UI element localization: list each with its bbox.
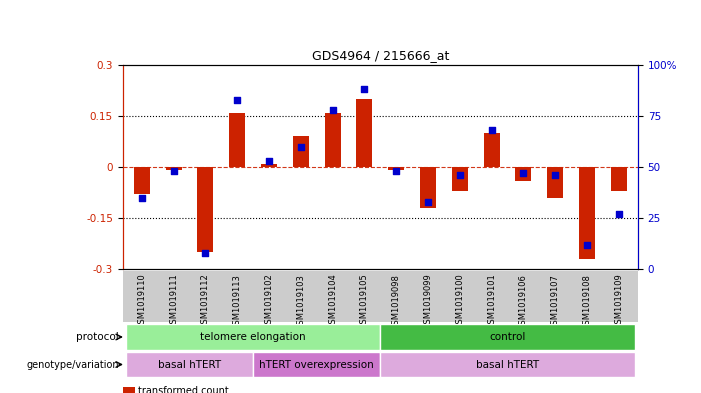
Bar [381,324,634,350]
Text: GSM1019109: GSM1019109 [614,274,623,329]
Bar [126,324,381,350]
Text: hTERT overexpression: hTERT overexpression [259,360,374,369]
Bar [356,99,372,167]
Point [359,86,370,92]
Text: telomere elongation: telomere elongation [200,332,306,342]
Text: protocol: protocol [76,332,119,342]
Text: GSM1019107: GSM1019107 [551,274,559,330]
Text: basal hTERT: basal hTERT [158,360,221,369]
Text: GSM1019105: GSM1019105 [360,274,369,329]
Text: GSM1019102: GSM1019102 [264,274,273,329]
Point [613,211,625,217]
Point [168,168,179,174]
Bar [611,167,627,191]
Point [423,198,434,205]
Bar [134,167,150,194]
Point [136,195,147,201]
Bar [253,352,381,377]
Point [200,250,211,256]
Text: GSM1019110: GSM1019110 [137,274,147,329]
Bar [229,112,245,167]
Point [454,172,465,178]
Bar [515,167,531,181]
Text: basal hTERT: basal hTERT [476,360,539,369]
Bar [261,163,277,167]
Bar [381,352,634,377]
Point [581,242,592,248]
Point [390,168,402,174]
Point [231,96,243,103]
Text: GSM1019113: GSM1019113 [233,274,242,330]
Text: GSM1019101: GSM1019101 [487,274,496,329]
Bar [420,167,436,208]
Point [486,127,497,133]
Bar [452,167,468,191]
Text: GSM1019108: GSM1019108 [583,274,592,330]
Bar [198,167,213,252]
Point [518,170,529,176]
Point [550,172,561,178]
Text: genotype/variation: genotype/variation [27,360,119,369]
Bar [579,167,595,259]
Text: GSM1019103: GSM1019103 [297,274,305,330]
Text: control: control [489,332,526,342]
Bar [325,112,341,167]
Text: GSM1019100: GSM1019100 [456,274,464,329]
Text: GSM1019112: GSM1019112 [201,274,210,329]
Text: transformed count: transformed count [138,386,229,393]
Text: GSM1019099: GSM1019099 [423,274,433,329]
Title: GDS4964 / 215666_at: GDS4964 / 215666_at [312,49,449,62]
Bar [126,352,253,377]
Text: GSM1019098: GSM1019098 [392,274,401,330]
Text: GSM1019104: GSM1019104 [328,274,337,329]
Text: GSM1019111: GSM1019111 [169,274,178,329]
Point [327,107,338,113]
Text: GSM1019106: GSM1019106 [519,274,528,330]
Point [295,143,306,150]
Point [264,158,275,164]
Bar [165,167,182,171]
Bar [388,167,404,171]
Bar [547,167,563,198]
Bar [293,136,308,167]
Bar [484,133,500,167]
